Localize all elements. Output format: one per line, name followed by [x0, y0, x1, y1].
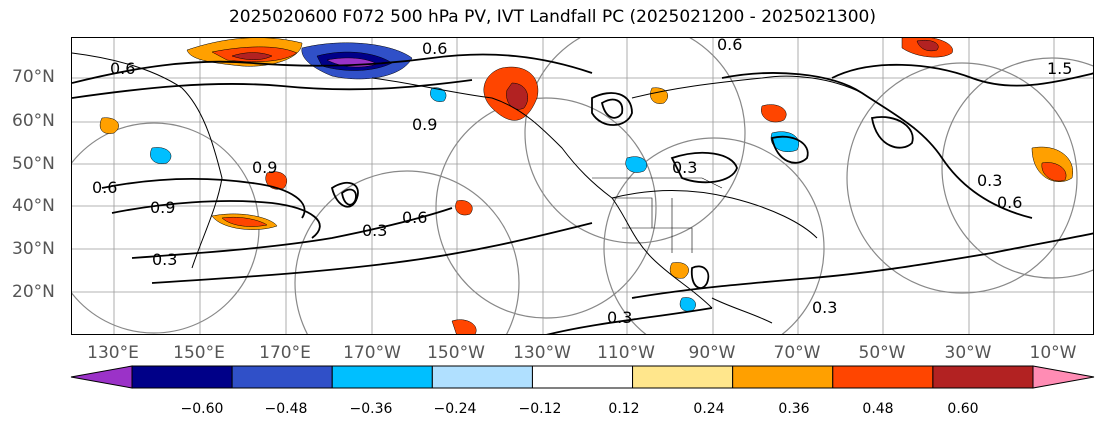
- map-canvas: 0.6 0.6 0.9 0.9 0.6 0.3 0.9 0.3 0.6 0.3 …: [72, 38, 1093, 334]
- colorbar-segment: [231, 365, 333, 389]
- svg-text:0.6: 0.6: [422, 39, 447, 58]
- coastlines: [72, 52, 863, 324]
- colorbar-tick-neg024: −0.24: [433, 401, 477, 417]
- svg-text:0.3: 0.3: [977, 171, 1002, 190]
- map-title: 2025020600 F072 500 hPa PV, IVT Landfall…: [228, 7, 876, 27]
- svg-text:0.9: 0.9: [150, 198, 175, 217]
- lon-label-150w: 150°W: [427, 343, 485, 363]
- pv-anomaly-shading: [99, 38, 1074, 334]
- lon-label-130e: 130°E: [87, 343, 139, 363]
- lat-label-30n: 30°N: [12, 239, 55, 259]
- svg-text:0.3: 0.3: [362, 221, 387, 240]
- colorbar-tick-048: 0.48: [862, 401, 894, 417]
- colorbar-extend-low: [70, 365, 133, 389]
- colorbar-segment: [832, 365, 934, 389]
- svg-text:0.3: 0.3: [152, 250, 177, 269]
- colorbar-tick-024: 0.24: [693, 401, 725, 417]
- lon-label-70w: 70°W: [773, 343, 821, 363]
- svg-text:0.6: 0.6: [402, 208, 427, 227]
- lon-label-90w: 90°W: [688, 343, 736, 363]
- ivt-contours: [72, 53, 1093, 334]
- colorbar-tick-neg060: −0.60: [180, 401, 224, 417]
- map-panel: 0.6 0.6 0.9 0.9 0.6 0.3 0.9 0.3 0.6 0.3 …: [71, 37, 1094, 335]
- colorbar-segment: [932, 365, 1034, 389]
- svg-text:0.6: 0.6: [997, 193, 1022, 212]
- svg-text:0.6: 0.6: [717, 38, 742, 54]
- svg-text:0.6: 0.6: [92, 178, 117, 197]
- lon-label-50w: 50°W: [858, 343, 906, 363]
- lon-label-170w: 170°W: [343, 343, 401, 363]
- lon-label-130w: 130°W: [513, 343, 571, 363]
- lon-label-170e: 170°E: [259, 343, 311, 363]
- colorbar-segment: [431, 365, 533, 389]
- lat-label-40n: 40°N: [12, 196, 55, 216]
- colorbar-segment: [131, 365, 233, 389]
- lat-label-60n: 60°N: [12, 111, 55, 131]
- colorbar: [70, 365, 1095, 389]
- svg-text:0.9: 0.9: [252, 158, 277, 177]
- colorbar-extend-high: [1032, 365, 1095, 389]
- contour-labels: 0.6 0.6 0.9 0.9 0.6 0.3 0.9 0.3 0.6 0.3 …: [92, 38, 1072, 327]
- colorbar-segment: [632, 365, 734, 389]
- lat-label-70n: 70°N: [12, 67, 55, 87]
- colorbar-tick-036: 0.36: [778, 401, 810, 417]
- lon-label-30w: 30°W: [944, 343, 992, 363]
- lon-label-150e: 150°E: [173, 343, 225, 363]
- svg-text:0.3: 0.3: [672, 158, 697, 177]
- lon-label-110w: 110°W: [597, 343, 655, 363]
- landfall-range-circles: [72, 38, 1093, 334]
- colorbar-segment: [331, 365, 433, 389]
- lat-label-50n: 50°N: [12, 154, 55, 174]
- colorbar-segment: [732, 365, 834, 389]
- colorbar-tick-neg048: −0.48: [264, 401, 308, 417]
- lat-label-20n: 20°N: [12, 282, 55, 302]
- svg-text:0.3: 0.3: [812, 298, 837, 317]
- svg-text:0.6: 0.6: [110, 59, 135, 78]
- colorbar-tick-060: 0.60: [947, 401, 979, 417]
- lon-label-10w: 10°W: [1029, 343, 1077, 363]
- colorbar-tick-012: 0.12: [608, 401, 640, 417]
- colorbar-tick-neg012: −0.12: [518, 401, 562, 417]
- colorbar-tick-neg036: −0.36: [349, 401, 393, 417]
- svg-text:0.3: 0.3: [607, 308, 632, 327]
- colorbar-segment: [531, 365, 634, 389]
- svg-text:0.9: 0.9: [412, 115, 437, 134]
- svg-text:1.5: 1.5: [1047, 59, 1072, 78]
- political-borders: [592, 177, 723, 253]
